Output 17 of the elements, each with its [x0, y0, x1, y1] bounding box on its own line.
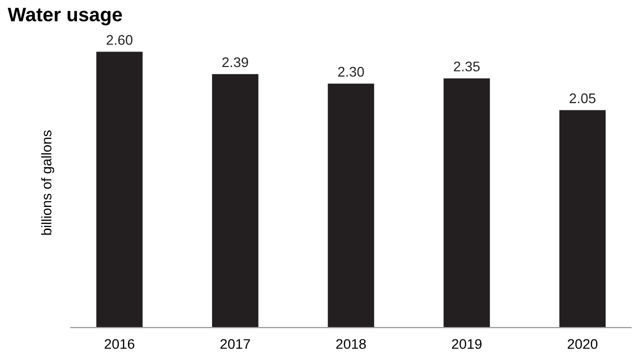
- bar: [328, 84, 374, 328]
- x-tick-label: 2018: [336, 339, 366, 349]
- data-label: 2.35: [454, 62, 480, 72]
- bar: [559, 110, 606, 328]
- x-tick-label: 2017: [220, 339, 250, 349]
- x-tick-label: 2019: [452, 339, 482, 349]
- x-tick-label: 2016: [104, 339, 134, 349]
- bar: [96, 52, 143, 328]
- x-tick-label: 2020: [568, 339, 598, 349]
- data-label: 2.39: [222, 57, 248, 68]
- data-label: 2.05: [570, 93, 596, 104]
- y-axis-title: billions of gallons: [41, 130, 54, 235]
- data-label: 2.30: [338, 66, 364, 77]
- data-label: 2.60: [106, 35, 132, 45]
- chart-title: Water usage: [8, 8, 122, 26]
- bar: [212, 74, 258, 328]
- bar: [444, 78, 490, 328]
